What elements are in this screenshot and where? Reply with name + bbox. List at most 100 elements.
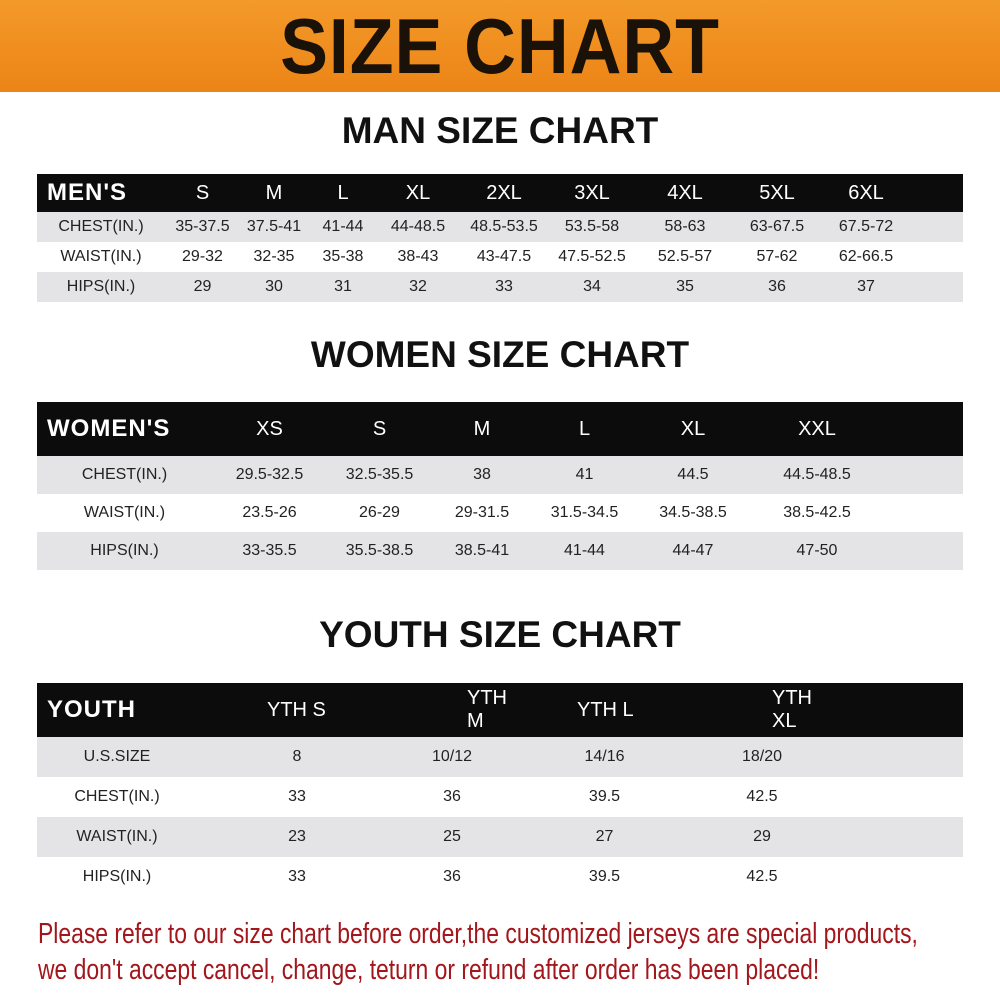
table-header-row: WOMEN'S XS S M L XL XXL (37, 402, 963, 456)
table-cell: 31.5-34.5 (550, 504, 619, 521)
row-label: MEN'S (47, 179, 128, 206)
table-cell: 42.5 (746, 868, 778, 885)
youth-section-title: YOUTH SIZE CHART (319, 614, 681, 655)
table-cell: 33 (495, 278, 513, 295)
table-cell: XS (256, 417, 283, 440)
table-cell: 43-47.5 (476, 248, 532, 265)
table-cell: 34 (583, 278, 601, 295)
table-cell: 39.5 (588, 788, 621, 805)
table-row: HIPS(IN.) 29 30 31 32 33 34 35 36 37 (37, 272, 963, 302)
table-row: CHEST(IN.) 35-37.5 37.5-41 41-44 44-48.5 48.5… (37, 212, 963, 242)
row-label: HIPS(IN.) (66, 278, 136, 295)
table-cell: 29 (193, 278, 212, 295)
table-cell: YTH L (577, 698, 634, 721)
table-cell: 23 (288, 828, 306, 845)
table-cell: 67.5-72 (838, 218, 894, 235)
table-cell: 33 (288, 868, 306, 885)
table-cell: 44.5-48.5 (783, 466, 851, 483)
table-cell: 5XL (759, 181, 795, 204)
table-cell: 41 (575, 466, 594, 483)
table-cell: 47-50 (796, 542, 838, 559)
table-cell: 4XL (667, 181, 703, 204)
table-cell: 58-63 (664, 218, 706, 235)
row-label: HIPS(IN.) (90, 542, 159, 559)
row-label: WOMEN'S (47, 415, 171, 442)
table-cell: 39.5 (588, 868, 621, 885)
table-cell: 38-43 (397, 248, 439, 265)
table-cell: 35 (676, 278, 694, 295)
table-header-row: MEN'S S M L XL 2XL 3XL 4XL 5XL 6XL (37, 174, 963, 212)
table-cell: 63-67.5 (749, 218, 805, 235)
table-row: HIPS(IN.) 33-35.5 35.5-38.5 38.5-41 41-44 44-… (37, 532, 963, 570)
table-row: CHEST(IN.) 29.5-32.5 32.5-35.5 38 41 44.5 44.5… (37, 456, 963, 494)
table-cell: L (578, 417, 591, 440)
table-cell: 47.5-52.5 (558, 248, 626, 265)
row-label: YOUTH (47, 696, 136, 723)
table-cell: 38 (473, 466, 491, 483)
table-cell: 14/16 (584, 748, 625, 765)
table-cell: 30 (265, 278, 283, 295)
table-cell: YTH S (267, 698, 326, 721)
table-cell: 32-35 (253, 248, 295, 265)
table-cell: 57-62 (756, 248, 798, 265)
table-cell: 18/20 (741, 748, 783, 765)
table-cell: 42.5 (746, 788, 778, 805)
table-cell: 37 (857, 278, 875, 295)
table-row: WAIST(IN.) 23 25 27 29 (37, 817, 963, 857)
table-row: WAIST(IN.) 23.5-26 26-29 29-31.5 31.5-34.5 34… (37, 494, 963, 532)
table-cell: M (473, 417, 491, 440)
table-cell: 29-32 (182, 248, 223, 265)
table-cell: 8 (292, 748, 302, 765)
youth-size-table: YOUTH YTH S YTH M YTH L YTH XL U.S.SIZE 8 10/12… (37, 683, 963, 897)
row-label: U.S.SIZE (83, 748, 151, 765)
table-cell: 38.5-42.5 (783, 504, 851, 521)
table-cell: 29.5-32.5 (235, 466, 304, 483)
row-label: WAIST(IN.) (83, 504, 166, 521)
table-cell: 62-66.5 (838, 248, 894, 265)
table-cell: 32.5-35.5 (345, 466, 414, 483)
table-cell: 44-47 (672, 542, 714, 559)
table-row: U.S.SIZE 8 10/12 14/16 18/20 (37, 737, 963, 777)
table-cell: M (265, 181, 283, 204)
notice-line-2: we don't accept cancel, change, teturn o… (38, 954, 820, 986)
table-row: HIPS(IN.) 33 36 39.5 42.5 (37, 857, 963, 897)
table-cell: XL (405, 181, 431, 204)
table-cell: 27 (595, 828, 614, 845)
table-cell: 33 (288, 788, 306, 805)
row-label: WAIST(IN.) (60, 248, 142, 265)
table-cell: 35-38 (322, 248, 364, 265)
table-cell: S (195, 181, 210, 204)
table-cell: 48.5-53.5 (470, 218, 538, 235)
table-cell: YTH M (467, 687, 507, 732)
table-cell: 38.5-41 (454, 542, 510, 559)
table-row: CHEST(IN.) 33 36 39.5 42.5 (37, 777, 963, 817)
row-label: CHEST(IN.) (58, 218, 144, 235)
men-section-title: MAN SIZE CHART (341, 110, 659, 151)
table-cell: 10/12 (431, 748, 473, 765)
table-cell: 3XL (574, 181, 610, 204)
table-cell: 35.5-38.5 (345, 542, 414, 559)
table-cell: 33-35.5 (242, 542, 297, 559)
table-cell: 23.5-26 (242, 504, 297, 521)
banner-title: SIZE CHART (280, 1, 720, 90)
table-cell: 6XL (848, 181, 884, 204)
banner: SIZE CHART (0, 0, 1000, 92)
table-header-row: YOUTH YTH S YTH M YTH L YTH XL (37, 683, 963, 737)
table-cell: 36 (443, 788, 461, 805)
row-label: HIPS(IN.) (82, 868, 152, 885)
table-cell: 36 (768, 278, 786, 295)
row-label: CHEST(IN.) (81, 466, 168, 483)
table-cell: XXL (798, 417, 836, 440)
table-cell: 26-29 (359, 504, 400, 521)
table-row: WAIST(IN.) 29-32 32-35 35-38 38-43 43-47.5 47.… (37, 242, 963, 272)
table-cell: 2XL (486, 181, 522, 204)
table-cell: 29 (753, 828, 771, 845)
table-cell: 35-37.5 (175, 218, 230, 235)
table-cell: 44-48.5 (390, 218, 446, 235)
table-cell: 36 (443, 868, 461, 885)
table-cell: L (337, 181, 349, 204)
table-cell: 37.5-41 (246, 218, 302, 235)
table-cell: 44.5 (677, 466, 709, 483)
notice-line-1: Please refer to our size chart before or… (38, 918, 918, 950)
table-cell: XL (680, 417, 706, 440)
